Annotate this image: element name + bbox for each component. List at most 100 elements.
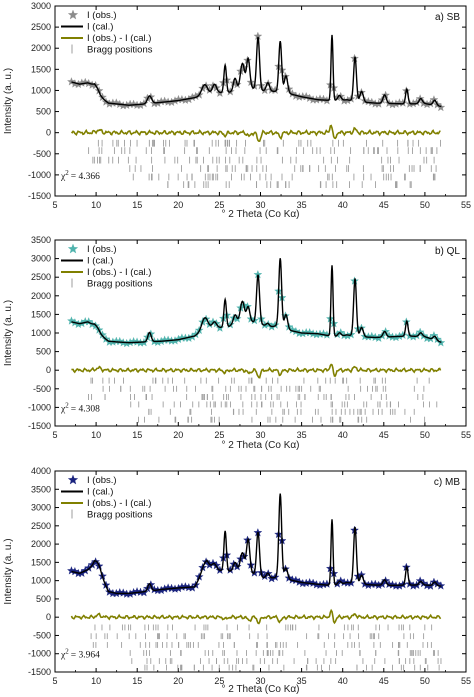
x-tick-label: 35 xyxy=(297,430,307,440)
y-tick-label: 0 xyxy=(46,612,51,622)
chi-superscript: 2 xyxy=(65,648,69,656)
legend-label-calculated: I (cal.) xyxy=(87,22,113,33)
x-tick-label: 30 xyxy=(255,200,265,210)
observed-point xyxy=(208,558,218,568)
difference-curve xyxy=(70,124,441,142)
panel-label: b) QL xyxy=(435,246,460,257)
calculated-curve xyxy=(71,258,442,344)
bragg-positions xyxy=(88,139,441,188)
x-axis-title: ° 2 Theta (Co Kα) xyxy=(222,684,300,695)
observed-point xyxy=(191,329,201,339)
y-tick-label: 0 xyxy=(46,365,51,375)
y-tick-label: 3000 xyxy=(31,1,51,11)
y-tick-label: -1000 xyxy=(28,402,51,412)
chi-superscript: 2 xyxy=(65,169,69,177)
calculated-curve xyxy=(71,34,442,108)
legend-label-difference: I (obs.) - I (cal.) xyxy=(87,33,151,44)
x-tick-label: 20 xyxy=(173,200,183,210)
legend: I (obs.)I (cal.)I (obs.) - I (cal.)Bragg… xyxy=(61,9,153,56)
x-tick-label: 10 xyxy=(91,200,101,210)
observed-point xyxy=(398,330,408,339)
x-tick-label: 40 xyxy=(338,676,348,686)
y-tick-label: 3500 xyxy=(31,235,51,245)
x-tick-label: 20 xyxy=(173,430,183,440)
chi-square-label: χ2 = 4.308 xyxy=(60,401,100,414)
legend-label-observed: I (obs.) xyxy=(87,244,117,255)
y-tick-label: 2000 xyxy=(31,291,51,301)
observed-point xyxy=(398,98,408,107)
legend-label-observed: I (obs.) xyxy=(87,10,117,21)
x-tick-label: 55 xyxy=(461,430,471,440)
bragg-positions xyxy=(90,624,442,671)
x-tick-label: 50 xyxy=(420,200,430,210)
legend-label-bragg: Bragg positions xyxy=(87,510,153,521)
y-tick-label: -500 xyxy=(33,149,51,159)
x-tick-label: 55 xyxy=(461,200,471,210)
x-tick-label: 50 xyxy=(420,430,430,440)
legend-label-calculated: I (cal.) xyxy=(87,487,113,498)
y-tick-label: 3000 xyxy=(31,254,51,264)
x-tick-label: 10 xyxy=(91,430,101,440)
chi-symbol: χ xyxy=(60,172,66,182)
x-tick-label: 25 xyxy=(214,676,224,686)
y-tick-label: 0 xyxy=(46,128,51,138)
x-axis-title: ° 2 Theta (Co Kα) xyxy=(222,440,300,451)
difference-curve xyxy=(70,608,442,625)
panel-label: a) SB xyxy=(435,12,460,23)
chi-square-value: = 4.308 xyxy=(71,404,100,414)
x-tick-label: 40 xyxy=(338,200,348,210)
legend-label-difference: I (obs.) - I (cal.) xyxy=(87,498,151,509)
y-tick-label: 2000 xyxy=(31,43,51,53)
x-tick-label: 45 xyxy=(379,200,389,210)
y-tick-label: 2500 xyxy=(31,521,51,531)
chi-symbol: χ xyxy=(60,651,66,661)
legend: I (obs.)I (cal.)I (obs.) - I (cal.)Bragg… xyxy=(61,474,153,521)
legend: I (obs.)I (cal.)I (obs.) - I (cal.)Bragg… xyxy=(61,243,153,290)
legend-label-difference: I (obs.) - I (cal.) xyxy=(87,267,151,278)
y-axis-title: Intensity (a. u.) xyxy=(3,538,14,604)
chi-square-value: = 4.366 xyxy=(71,172,100,182)
legend-label-observed: I (obs.) xyxy=(87,475,117,486)
y-tick-label: -1000 xyxy=(28,649,51,659)
y-tick-label: -500 xyxy=(33,384,51,394)
y-tick-label: 3500 xyxy=(31,484,51,494)
x-tick-label: 30 xyxy=(255,430,265,440)
y-tick-label: 500 xyxy=(36,594,51,604)
legend-marker-observed xyxy=(67,474,79,485)
y-tick-label: 2500 xyxy=(31,22,51,32)
x-tick-label: 50 xyxy=(420,676,430,686)
x-tick-label: 5 xyxy=(52,200,57,210)
legend-label-bragg: Bragg positions xyxy=(87,45,153,56)
y-tick-label: 1500 xyxy=(31,557,51,567)
x-tick-label: 15 xyxy=(132,676,142,686)
y-tick-label: 500 xyxy=(36,107,51,117)
legend-marker-observed xyxy=(67,243,79,254)
x-tick-label: 20 xyxy=(173,676,183,686)
y-tick-label: 1000 xyxy=(31,328,51,338)
x-tick-label: 35 xyxy=(297,676,307,686)
x-tick-label: 15 xyxy=(132,430,142,440)
x-tick-label: 35 xyxy=(297,200,307,210)
calculated-curve xyxy=(71,493,442,595)
panel-label: c) MB xyxy=(434,477,460,488)
legend-label-calculated: I (cal.) xyxy=(87,256,113,267)
panel-2: 5 10 15 20 25 30 35 40 45 50 55 -1500 -1000 -500 0 500 1… xyxy=(3,466,471,695)
y-tick-label: 1000 xyxy=(31,85,51,95)
y-axis-title: Intensity (a. u.) xyxy=(3,300,14,366)
y-tick-label: 1000 xyxy=(31,576,51,586)
bragg-positions xyxy=(88,377,438,423)
x-tick-label: 40 xyxy=(338,430,348,440)
chi-square-label: χ2 = 3.964 xyxy=(60,648,100,661)
x-tick-label: 5 xyxy=(52,430,57,440)
x-tick-label: 30 xyxy=(255,676,265,686)
panel-1: 5 10 15 20 25 30 35 40 45 50 55 -1500 -1000 -500 0 500 1… xyxy=(3,235,471,451)
chi-square-value: = 3.964 xyxy=(71,651,100,661)
x-tick-label: 5 xyxy=(52,676,57,686)
observed-point xyxy=(270,320,280,329)
y-tick-label: -1500 xyxy=(28,191,51,201)
y-tick-label: 3000 xyxy=(31,503,51,513)
y-tick-label: 2500 xyxy=(31,272,51,282)
x-tick-label: 45 xyxy=(379,430,389,440)
legend-label-bragg: Bragg positions xyxy=(87,279,153,290)
